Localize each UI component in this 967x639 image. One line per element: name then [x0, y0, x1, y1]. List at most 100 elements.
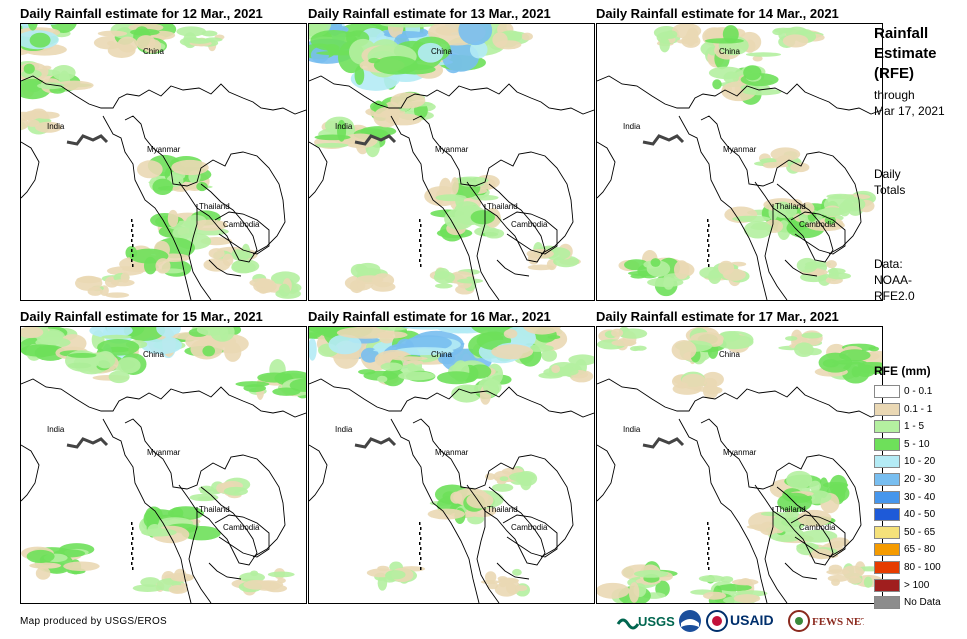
usaid-seal-icon	[706, 610, 728, 632]
rain-patch	[450, 491, 463, 504]
island-mark	[419, 562, 421, 565]
rain-patch	[208, 248, 225, 259]
rain-patch	[527, 264, 555, 271]
country-border	[412, 115, 574, 255]
rain-patch	[770, 147, 801, 162]
rain-patch	[708, 66, 744, 80]
country-border	[754, 484, 834, 566]
country-border	[700, 115, 862, 255]
rain-patch	[671, 24, 702, 39]
rain-patch	[52, 64, 76, 81]
label-myanmar: Myanmar	[723, 448, 757, 457]
rain-patch	[743, 65, 762, 81]
coastline-delta	[354, 437, 397, 449]
label-cambodia: Cambodia	[799, 523, 836, 532]
rain-patch	[794, 342, 814, 358]
rain-patch	[249, 278, 275, 288]
island-mark	[419, 532, 421, 535]
country-border	[390, 115, 480, 300]
panel-title: Daily Rainfall estimate for 17 Mar., 202…	[596, 309, 839, 324]
island-mark	[132, 537, 134, 540]
rain-patch	[650, 258, 661, 267]
island-mark	[708, 264, 710, 267]
label-thailand: Thailand	[775, 202, 806, 211]
rain-patch	[827, 574, 849, 582]
rain-patch	[243, 579, 271, 590]
island-mark	[707, 229, 709, 232]
rain-patch	[745, 52, 782, 57]
country-border	[309, 444, 328, 502]
country-border	[790, 514, 846, 558]
rain-patch	[797, 509, 832, 527]
rain-patch	[143, 256, 157, 275]
rain-patch	[407, 363, 416, 371]
island-mark	[419, 219, 421, 222]
legend-swatch	[874, 402, 900, 416]
country-border	[496, 259, 530, 277]
rain-patch	[715, 334, 754, 350]
rain-patch	[712, 79, 722, 90]
island-mark	[708, 254, 710, 257]
island-mark	[132, 547, 134, 550]
country-border	[784, 562, 818, 580]
rain-patch	[176, 26, 207, 37]
legend-label: 0 - 0.1	[904, 386, 933, 397]
legend-swatch	[874, 525, 900, 539]
panel-title: Daily Rainfall estimate for 13 Mar., 202…	[308, 6, 551, 21]
rain-patch	[703, 386, 723, 395]
panel-13-mar: Daily Rainfall estimate for 13 Mar., 202…	[308, 6, 595, 306]
rain-patch	[611, 328, 624, 338]
rain-patch	[742, 88, 782, 96]
map-credit: Map produced by USGS/EROS	[20, 616, 168, 627]
rainfall-map-svg: China India Myanmar Thailand Cambodia	[21, 327, 306, 603]
usgs-logo: USGS	[616, 614, 675, 630]
rain-patch	[434, 283, 453, 289]
rain-patch	[314, 134, 351, 141]
rain-patch	[468, 364, 492, 379]
rain-patch	[26, 549, 55, 564]
island-mark	[419, 522, 421, 525]
rain-patch	[106, 41, 116, 46]
rain-patch	[35, 566, 51, 580]
rain-patch	[309, 337, 317, 361]
island-mark	[420, 557, 422, 560]
rain-patch	[390, 92, 426, 109]
rain-patch	[630, 273, 647, 279]
legend-swatch	[874, 596, 900, 610]
legend-swatch	[874, 420, 900, 434]
rain-patch	[257, 372, 292, 383]
country-border	[754, 181, 834, 263]
country-border	[597, 75, 882, 115]
label-india: India	[47, 425, 65, 434]
island-mark	[707, 552, 709, 555]
country-border	[124, 115, 286, 255]
island-mark	[132, 264, 134, 267]
rain-patch	[167, 209, 179, 228]
country-border	[214, 211, 270, 255]
island-mark	[420, 264, 422, 267]
legend-label: 0.1 - 1	[904, 403, 933, 415]
island-mark	[708, 527, 710, 530]
rainfall-map-svg: China India Myanmar Thailand Cambodia	[309, 327, 594, 603]
rain-patch	[136, 160, 163, 179]
legend-item: No Data	[874, 595, 941, 613]
label-india: India	[335, 122, 353, 131]
legend-item: 1 - 5	[874, 419, 931, 437]
rain-patch	[310, 46, 329, 64]
island-mark	[420, 567, 422, 570]
rain-patch	[373, 106, 400, 128]
rain-patch	[231, 261, 256, 274]
island-mark	[708, 224, 710, 227]
country-border	[412, 418, 574, 558]
rain-patch	[847, 575, 862, 584]
island-mark	[420, 527, 422, 530]
coastline-delta	[66, 437, 109, 449]
rain-patch	[29, 562, 62, 569]
rain-patch	[732, 215, 771, 222]
rain-patch	[818, 352, 853, 373]
legend-swatch	[874, 455, 900, 469]
label-india: India	[335, 425, 353, 434]
fewsnet-logo: FEWS NET	[788, 610, 864, 632]
legend-label: No Data	[904, 597, 941, 609]
rain-patch	[863, 576, 873, 588]
